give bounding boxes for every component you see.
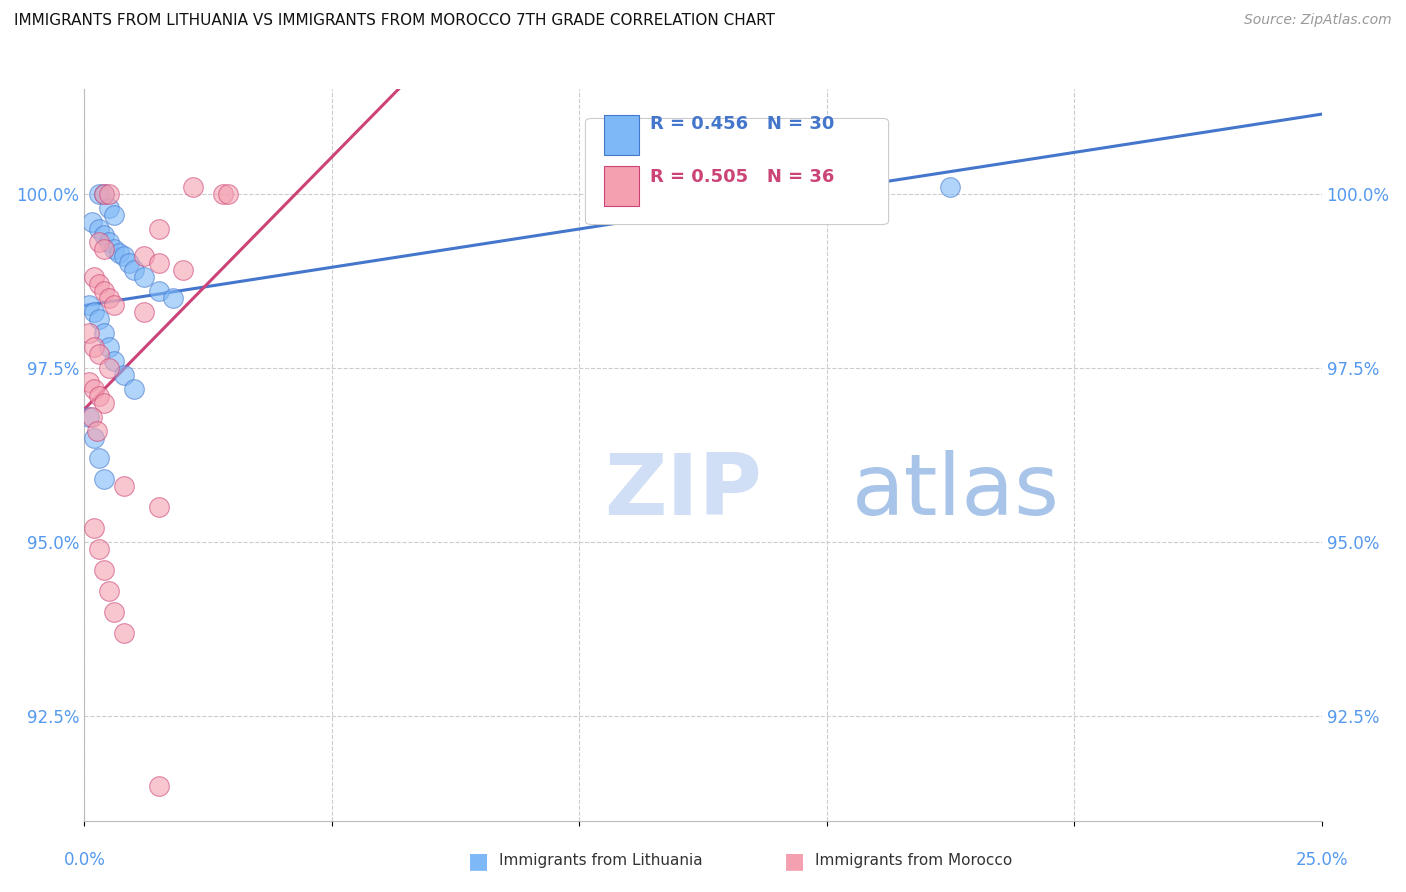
Point [83, 340, 105, 354]
Text: 0.0%: 0.0% [63, 851, 105, 869]
Point [103, 243, 125, 257]
Text: R = 0.505   N = 36: R = 0.505 N = 36 [650, 168, 834, 186]
Point [89, 186, 111, 201]
Point [93, 284, 115, 298]
Point [89, 221, 111, 235]
Point [122, 263, 145, 277]
Point [93, 472, 115, 486]
Text: IMMIGRANTS FROM LITHUANIA VS IMMIGRANTS FROM MOROCCO 7TH GRADE CORRELATION CHART: IMMIGRANTS FROM LITHUANIA VS IMMIGRANTS … [14, 13, 775, 29]
Point [83, 270, 105, 285]
Point [79, 409, 101, 424]
Point [112, 479, 135, 493]
Text: R = 0.456   N = 30: R = 0.456 N = 30 [650, 115, 834, 134]
Point [103, 354, 125, 368]
Point [98, 291, 121, 305]
Point [86, 424, 108, 438]
Text: atlas: atlas [852, 450, 1060, 533]
Point [89, 389, 111, 403]
Point [148, 256, 170, 270]
Point [172, 263, 194, 277]
FancyBboxPatch shape [585, 119, 889, 225]
Point [148, 284, 170, 298]
Point [212, 186, 235, 201]
Point [103, 208, 125, 222]
Point [93, 243, 115, 257]
Point [148, 221, 170, 235]
Point [108, 246, 131, 260]
Y-axis label: 7th Grade: 7th Grade [0, 413, 6, 497]
Point [93, 186, 115, 201]
Point [112, 368, 135, 382]
Point [83, 382, 105, 396]
Point [83, 430, 105, 444]
Point [80, 409, 103, 424]
FancyBboxPatch shape [605, 115, 638, 155]
Text: ZIP: ZIP [605, 450, 762, 533]
Point [181, 179, 204, 194]
Point [112, 249, 135, 263]
Text: ■: ■ [468, 851, 488, 871]
Point [93, 228, 115, 243]
Point [98, 235, 121, 250]
Point [89, 541, 111, 556]
Point [89, 235, 111, 250]
Point [132, 270, 155, 285]
Point [89, 312, 111, 326]
Point [93, 563, 115, 577]
Point [98, 340, 121, 354]
Point [79, 326, 101, 340]
Point [118, 256, 141, 270]
Point [93, 326, 115, 340]
Point [103, 298, 125, 312]
Point [93, 395, 115, 409]
Point [83, 521, 105, 535]
Point [162, 291, 184, 305]
Text: Immigrants from Lithuania: Immigrants from Lithuania [499, 854, 703, 868]
Point [79, 298, 101, 312]
Point [132, 249, 155, 263]
Text: 25.0%: 25.0% [1295, 851, 1348, 869]
FancyBboxPatch shape [605, 166, 638, 206]
Point [132, 305, 155, 319]
Point [103, 605, 125, 619]
Point [98, 201, 121, 215]
Point [80, 214, 103, 228]
Point [148, 779, 170, 793]
Point [939, 179, 962, 194]
Point [741, 179, 763, 194]
Text: Immigrants from Morocco: Immigrants from Morocco [815, 854, 1012, 868]
Point [112, 625, 135, 640]
Point [98, 186, 121, 201]
Point [98, 583, 121, 598]
Point [148, 500, 170, 515]
Point [93, 186, 115, 201]
Point [89, 347, 111, 361]
Point [83, 305, 105, 319]
Point [98, 360, 121, 375]
Point [122, 382, 145, 396]
Text: ■: ■ [785, 851, 804, 871]
Point [79, 375, 101, 389]
Point [89, 451, 111, 466]
Point [217, 186, 239, 201]
Point [89, 277, 111, 292]
Text: Source: ZipAtlas.com: Source: ZipAtlas.com [1244, 13, 1392, 28]
